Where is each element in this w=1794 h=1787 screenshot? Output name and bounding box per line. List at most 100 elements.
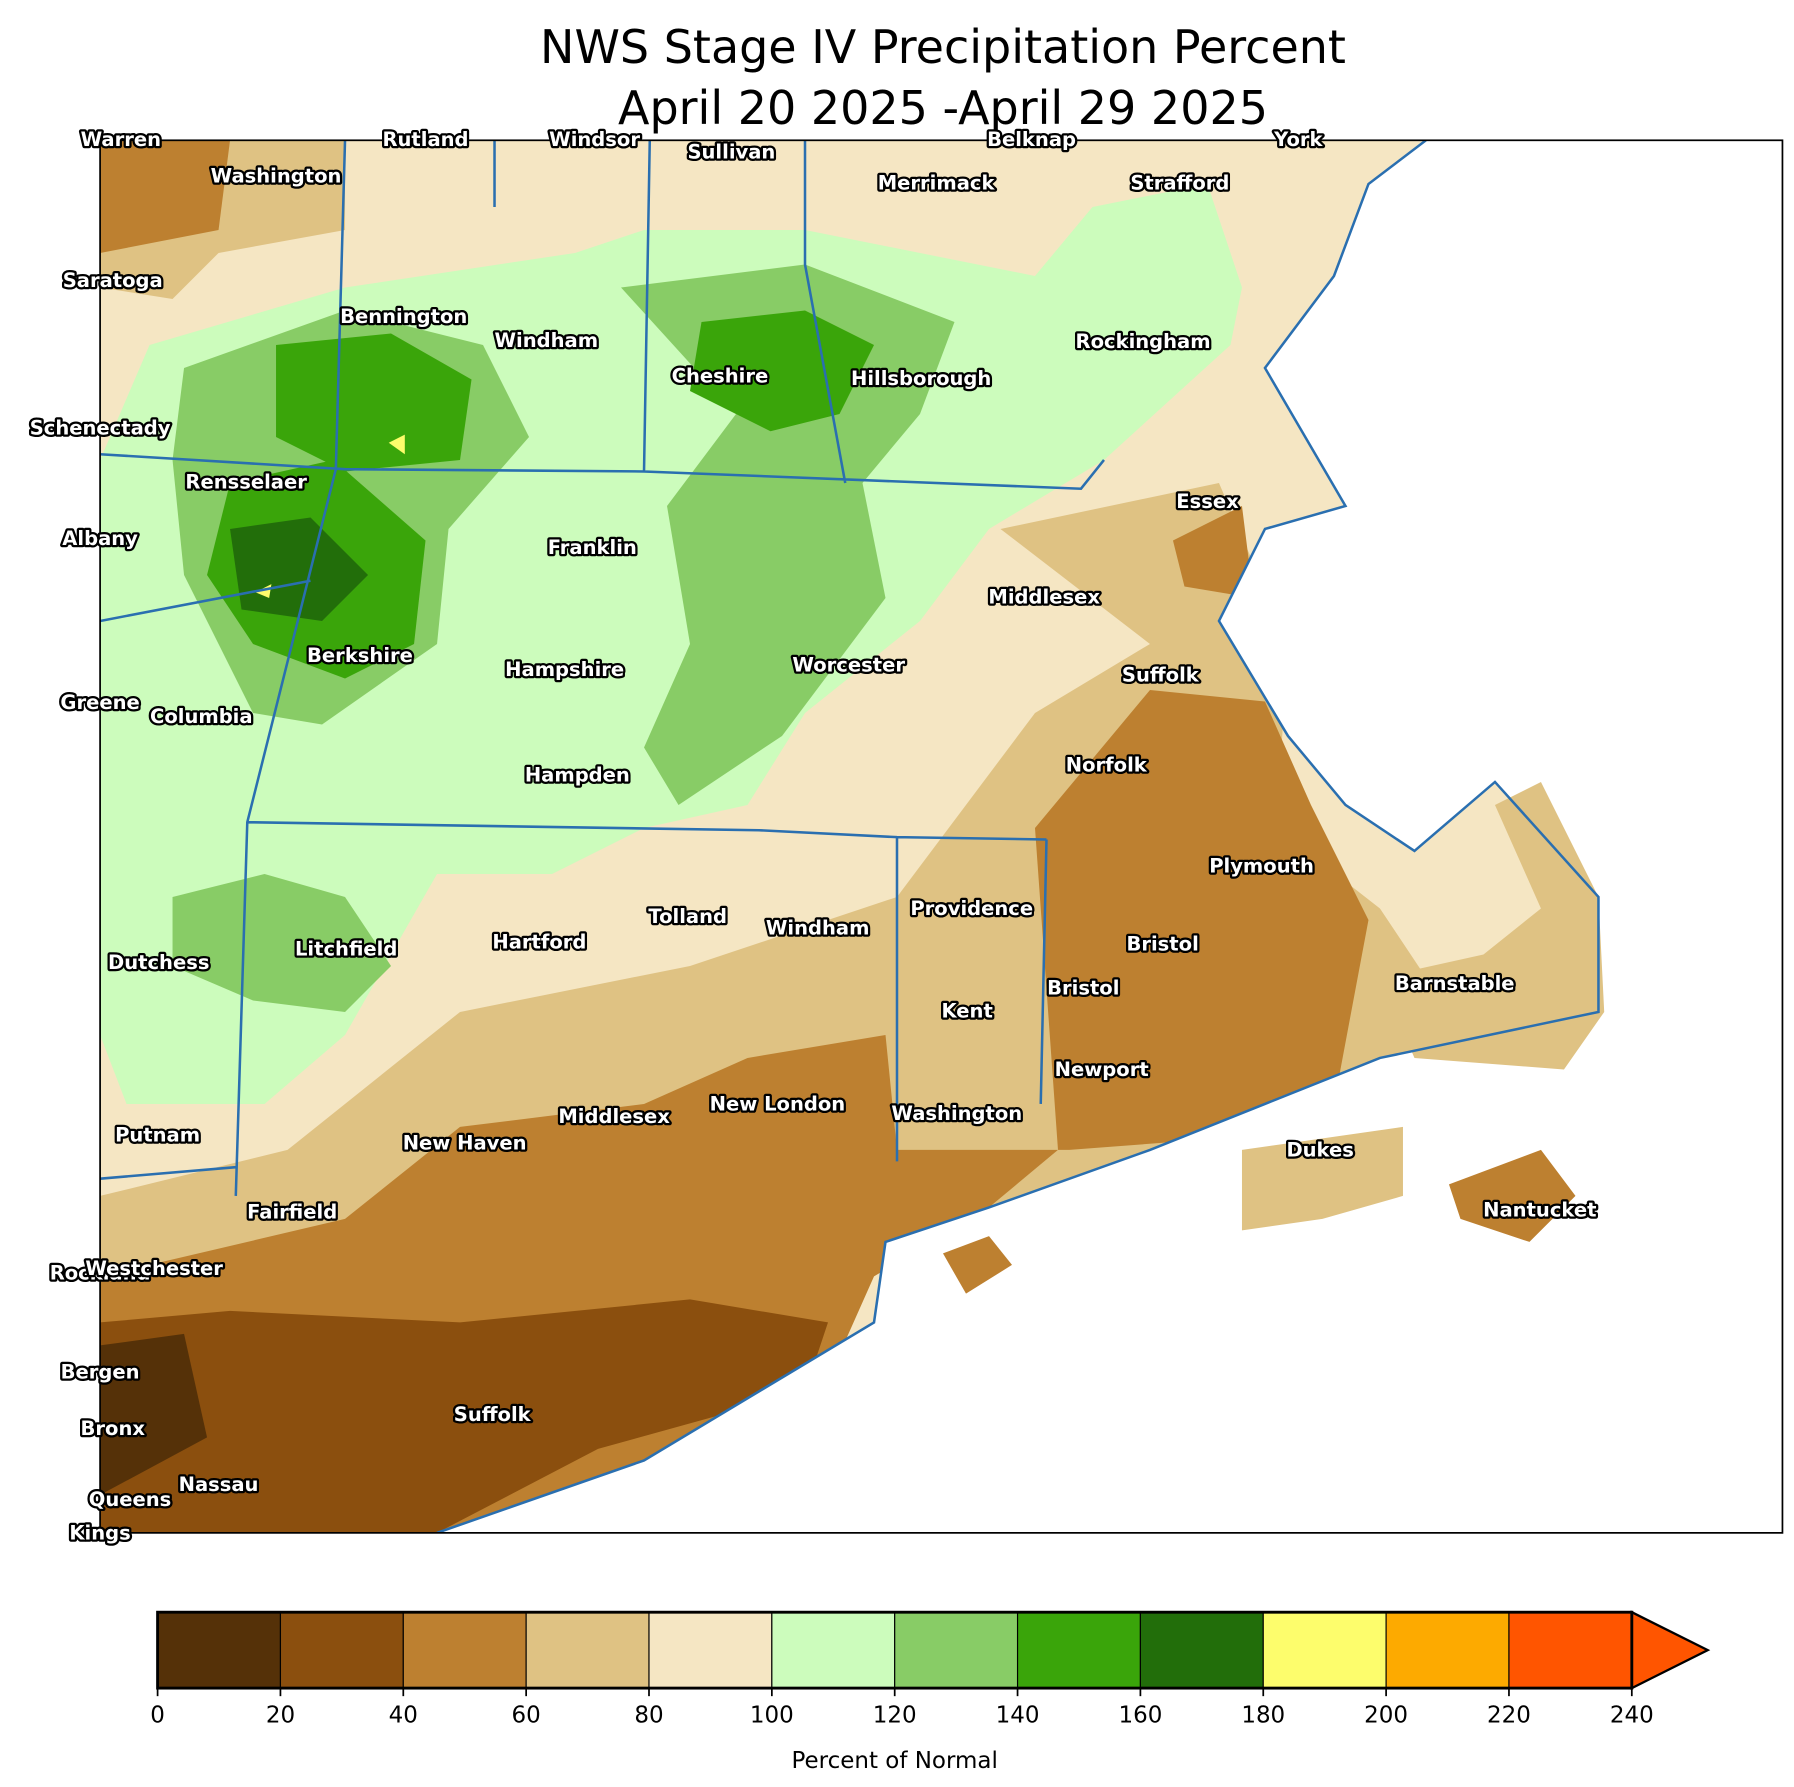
- county-label: Saratoga: [63, 269, 163, 292]
- county-label: Dutchess: [108, 951, 209, 974]
- colorbar-extension: [1630, 1610, 1711, 1690]
- colorbar-tick-label: 180: [1241, 1703, 1285, 1729]
- county-label: Bristol: [1126, 933, 1198, 956]
- county-label: Schenectady: [30, 416, 171, 439]
- county-label: Fairfield: [247, 1201, 337, 1224]
- county-label: Providence: [910, 897, 1033, 920]
- field-zone: [1241, 1126, 1403, 1231]
- county-label: Newport: [1055, 1058, 1149, 1081]
- colorbar-bin: [1262, 1611, 1387, 1689]
- county-label: Hillsborough: [851, 367, 991, 390]
- map-frame: [99, 139, 1784, 1534]
- county-label: Tolland: [648, 905, 727, 928]
- county-label: York: [1273, 128, 1323, 151]
- colorbar-bin: [1508, 1611, 1633, 1689]
- colorbar-label: Percent of Normal: [791, 1748, 997, 1774]
- colorbar-bin: [894, 1611, 1019, 1689]
- colorbar-tick-label: 160: [1118, 1703, 1162, 1729]
- county-label: Cheshire: [672, 365, 769, 388]
- colorbar-bin: [525, 1611, 650, 1689]
- colorbar-tick-label: 60: [512, 1703, 541, 1729]
- county-label: Nantucket: [1483, 1198, 1596, 1221]
- county-label: Middlesex: [988, 585, 1100, 608]
- county-label: Strafford: [1130, 171, 1229, 194]
- county-label: Suffolk: [1122, 664, 1200, 687]
- field-zone: [1172, 505, 1254, 598]
- county-label: Essex: [1176, 490, 1239, 513]
- county-label: Belknap: [987, 128, 1076, 151]
- county-label: Rockland: [50, 1262, 151, 1285]
- colorbar-bin: [1139, 1611, 1264, 1689]
- colorbar-tick-label: 140: [996, 1703, 1040, 1729]
- county-label: Windsor: [549, 128, 640, 151]
- county-label: Litchfield: [295, 937, 397, 960]
- field-zone: [690, 310, 875, 432]
- title-line: NWS Stage IV Precipitation Percent: [540, 20, 1346, 74]
- colorbar-tick-label: 20: [266, 1703, 295, 1729]
- colorbar-bin: [157, 1611, 282, 1689]
- county-label: Warren: [81, 128, 161, 151]
- state-border: [100, 140, 1105, 1196]
- county-label: Greene: [60, 691, 139, 714]
- county-label: Washington: [891, 1102, 1022, 1125]
- county-label: Barnstable: [1395, 972, 1515, 995]
- county-label: Hampden: [525, 764, 630, 787]
- county-label: Putnam: [115, 1124, 200, 1147]
- colorbar-tick-label: 220: [1487, 1703, 1531, 1729]
- county-label: Hampshire: [505, 658, 624, 681]
- county-label: Franklin: [548, 536, 637, 559]
- county-label: Suffolk: [454, 1403, 532, 1426]
- field-zone: [942, 1236, 1012, 1294]
- field-zone: [172, 873, 392, 1012]
- county-label: Windham: [494, 329, 598, 352]
- county-label: Hartford: [492, 930, 586, 953]
- title-line: April 20 2025 -April 29 2025: [618, 81, 1268, 135]
- field-zone: [621, 264, 955, 805]
- field-zone: [1379, 781, 1605, 1070]
- colorbar-bin: [648, 1611, 773, 1689]
- county-label: Sullivan: [687, 140, 775, 163]
- coastline: [436, 140, 1600, 1533]
- field-zone: [1448, 1149, 1576, 1242]
- county-label: Rockingham: [1076, 330, 1211, 353]
- county-label: Kent: [942, 999, 993, 1022]
- county-label: Queens: [89, 1488, 172, 1511]
- colorbar-tick-label: 100: [750, 1703, 794, 1729]
- county-label: Norfolk: [1066, 753, 1148, 776]
- county-label: Washington: [211, 165, 342, 188]
- field-zone: [100, 1299, 829, 1533]
- colorbar-bin: [1016, 1611, 1141, 1689]
- colorbar-tick-label: 80: [634, 1703, 663, 1729]
- colorbar-bin: [771, 1611, 896, 1689]
- colorbar-tick-label: 40: [389, 1703, 418, 1729]
- colorbar-tick-label: 200: [1364, 1703, 1408, 1729]
- county-label: New London: [710, 1093, 846, 1116]
- county-label: Bennington: [340, 305, 467, 328]
- county-label: Plymouth: [1209, 855, 1314, 878]
- colorbar-bin: [279, 1611, 404, 1689]
- field-zone: [255, 584, 272, 598]
- county-label: Rensselaer: [185, 470, 307, 493]
- county-label: Merrimack: [878, 171, 996, 194]
- colorbar-tick-label: 120: [873, 1703, 917, 1729]
- county-label: Windham: [766, 917, 870, 940]
- county-label: Berkshire: [307, 644, 413, 667]
- county-label: Worcester: [792, 653, 905, 676]
- county-label: Nassau: [179, 1473, 259, 1496]
- field-zone: [100, 1333, 208, 1495]
- colorbar-bin: [402, 1611, 527, 1689]
- county-label: Bristol: [1047, 976, 1119, 999]
- county-label: Columbia: [150, 705, 253, 728]
- field-zone: [388, 434, 405, 455]
- county-label: New Haven: [403, 1132, 527, 1155]
- county-label: Bergen: [61, 1361, 140, 1384]
- ocean: [437, 140, 1783, 1533]
- county-label: Bronx: [81, 1417, 146, 1440]
- county-label: Rutland: [383, 128, 469, 151]
- precip-field: [100, 140, 1783, 1533]
- county-label: Middlesex: [558, 1105, 670, 1128]
- county-label: Albany: [62, 527, 138, 550]
- field-zone: [100, 140, 231, 253]
- county-label: Dukes: [1286, 1139, 1353, 1162]
